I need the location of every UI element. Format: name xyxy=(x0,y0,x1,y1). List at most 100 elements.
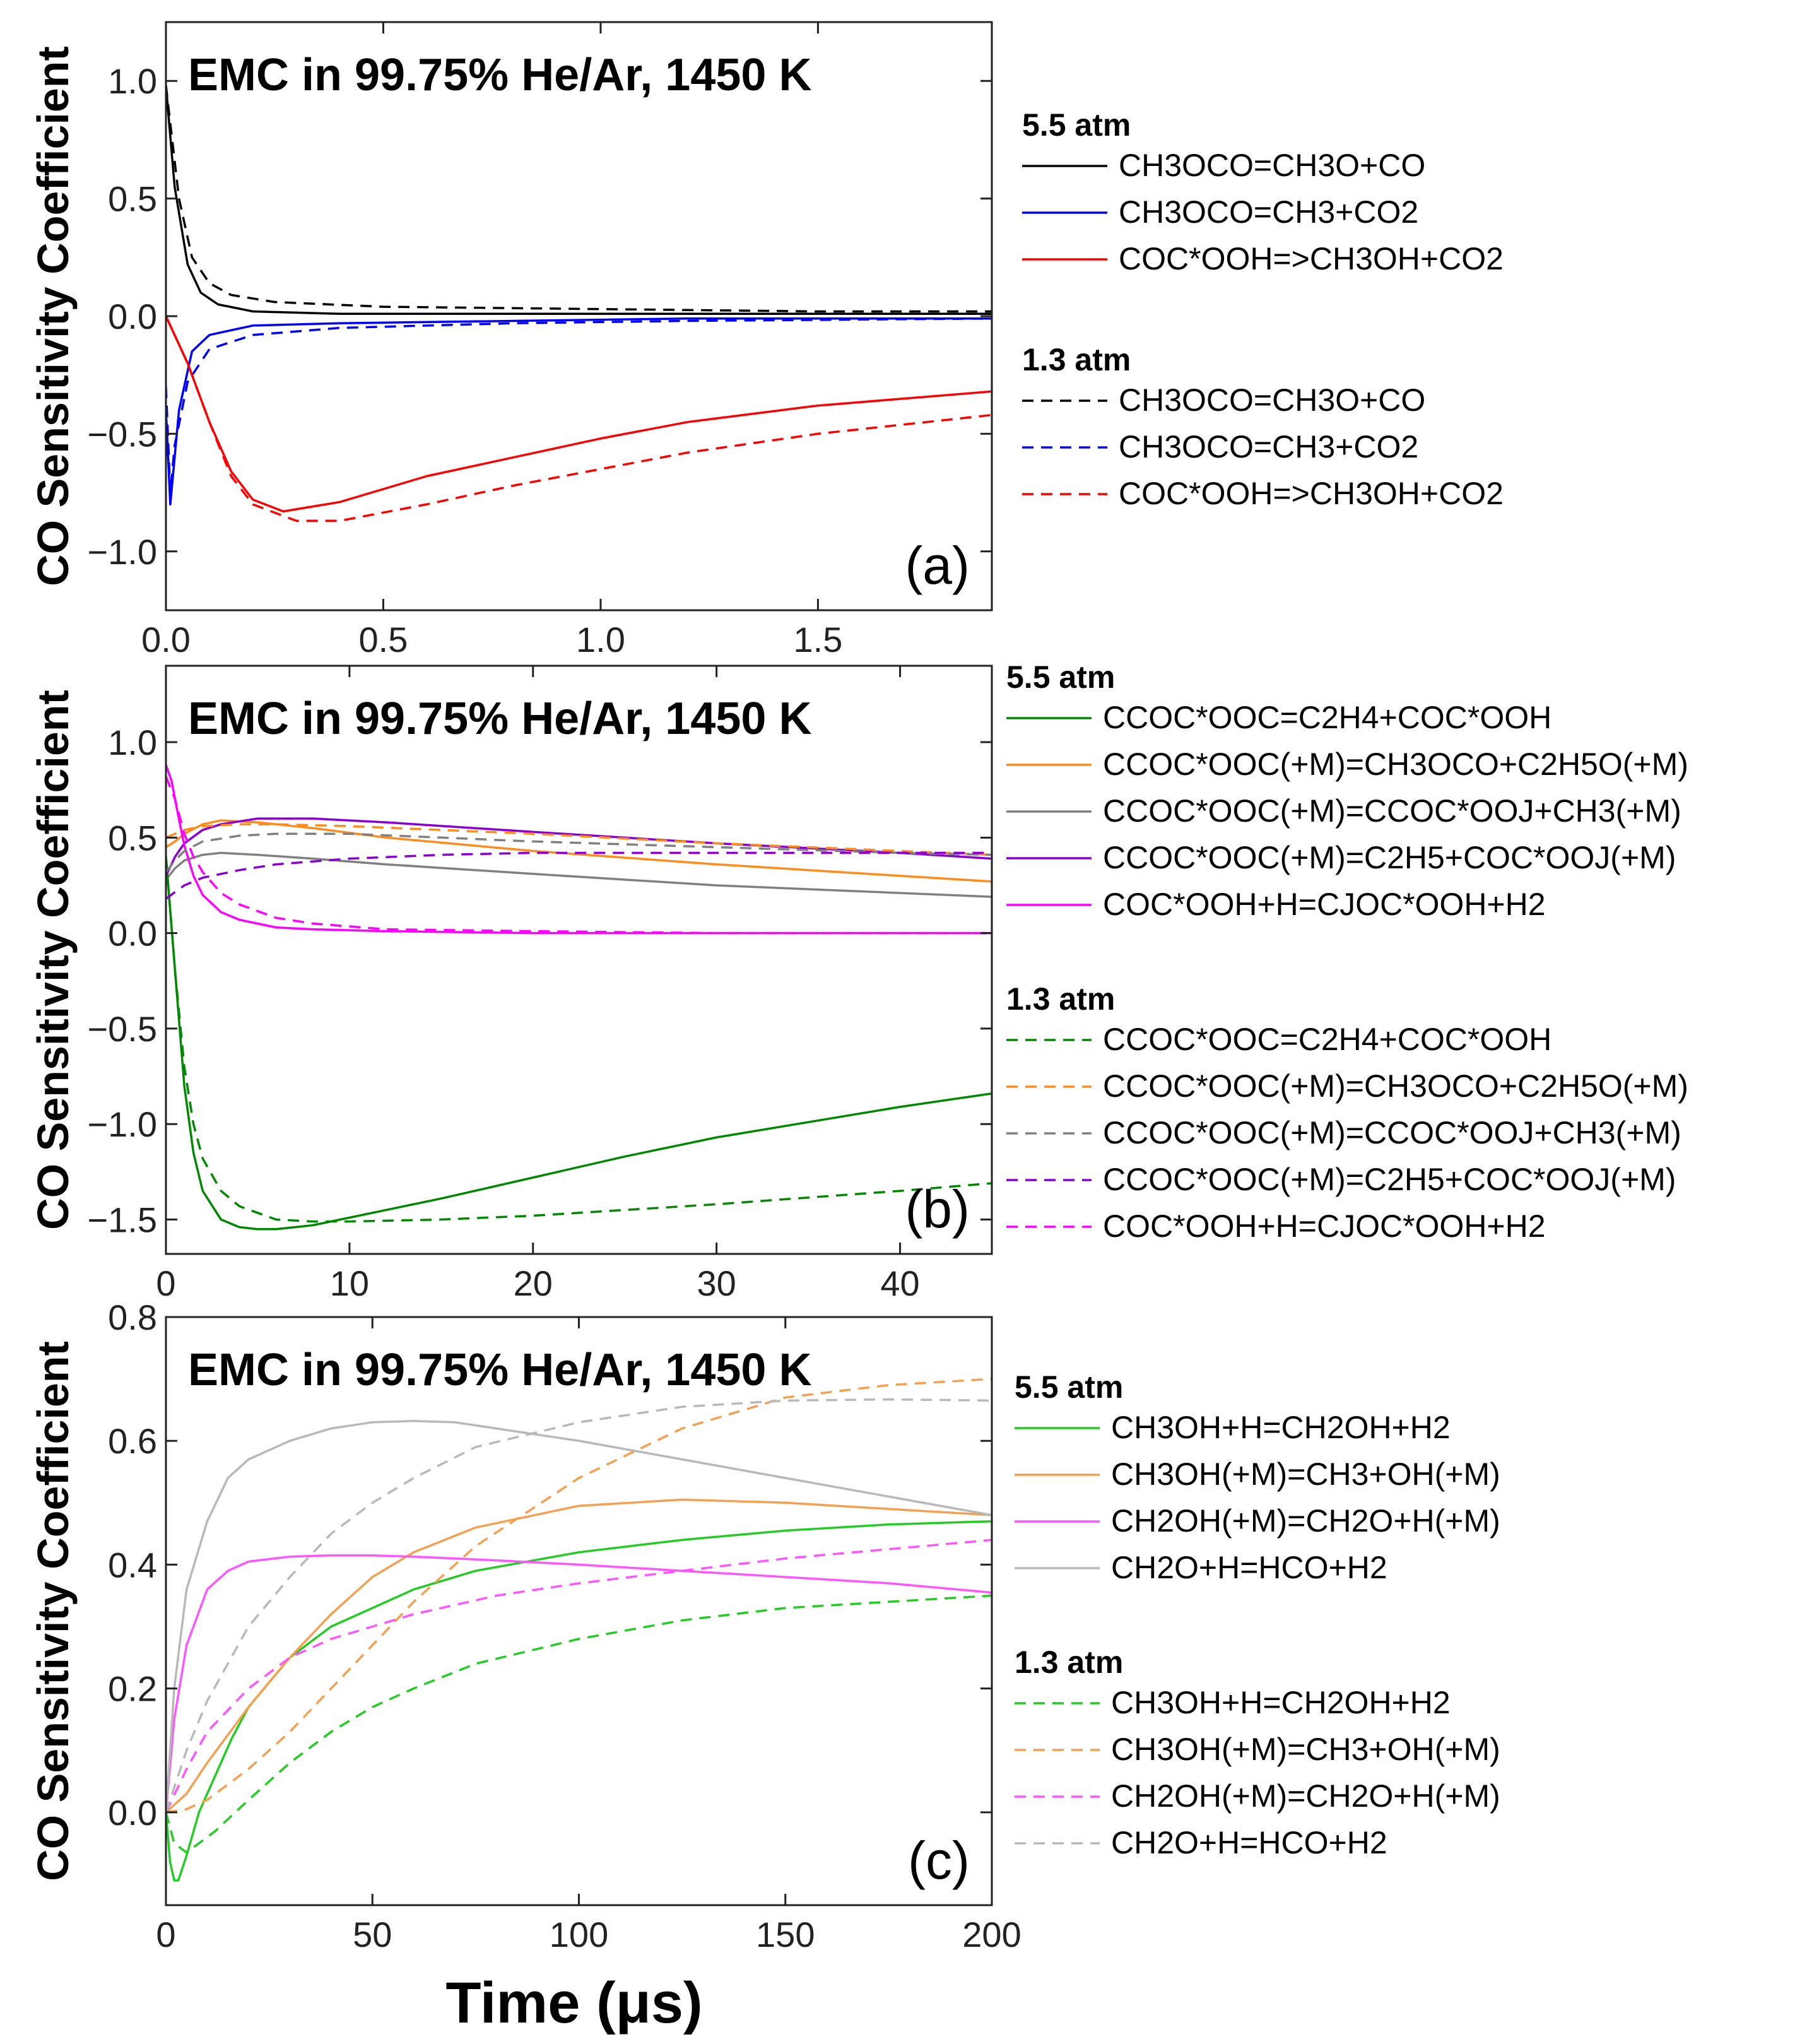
y-tick-label: 1.0 xyxy=(108,61,157,101)
legend-entry: CCOC*OOC(+M)=CH3OCO+C2H5O(+M) xyxy=(1006,1068,1688,1104)
legend-entry: COC*OOH+H=CJOC*OOH+H2 xyxy=(1006,1208,1546,1244)
y-tick-label: 0.6 xyxy=(108,1421,157,1461)
legend-entry: CCOC*OOC(+M)=C2H5+COC*OOJ(+M) xyxy=(1006,1162,1676,1197)
series-line-solid-0 xyxy=(166,856,992,1231)
legend-entry: CCOC*OOC=C2H4+COC*OOH xyxy=(1006,700,1551,735)
legend-label: CH3OH(+M)=CH3+OH(+M) xyxy=(1111,1732,1500,1767)
y-axis-label: CO Sensitivity Coefficient xyxy=(28,46,78,586)
legend-entry: CH2O+H=HCO+H2 xyxy=(1015,1825,1387,1860)
legend-label: CH3OCO=CH3+CO2 xyxy=(1119,194,1418,230)
panel-b: 0 10 20 30 40 1.0 0.5 0.0 −0.5 −1.0 −1.5 EMC in 99.… xyxy=(28,659,1688,1303)
x-tick-label: 0 xyxy=(156,1915,175,1954)
panel-a: 0.0 0.5 1.0 1.5 1.0 0.5 0.0 −0.5 −1.0 EMC in 99.7… xyxy=(28,21,1504,659)
legend-entry: COC*OOH=>CH3OH+CO2 xyxy=(1022,476,1504,511)
legend-entry: CCOC*OOC(+M)=CCOC*OOJ+CH3(+M) xyxy=(1006,793,1681,829)
y-tick-label: 0.5 xyxy=(108,179,157,219)
legend-label: CCOC*OOC(+M)=CH3OCO+C2H5O(+M) xyxy=(1103,1068,1688,1104)
legend-label: CH3OH(+M)=CH3+OH(+M) xyxy=(1111,1456,1500,1492)
x-tick-label: 1.5 xyxy=(793,620,842,659)
legend-label: COC*OOH=>CH3OH+CO2 xyxy=(1119,241,1504,276)
legend-entry: CH3OH(+M)=CH3+OH(+M) xyxy=(1015,1732,1500,1767)
legend-heading: 1.3 atm xyxy=(1006,981,1115,1017)
series-group xyxy=(166,764,992,1231)
legend-label: COC*OOH+H=CJOC*OOH+H2 xyxy=(1103,887,1546,922)
x-tick-label: 150 xyxy=(756,1915,815,1954)
series-line-dashed-8 xyxy=(166,851,992,900)
legend-entry: COC*OOH+H=CJOC*OOH+H2 xyxy=(1006,887,1546,922)
legend-label: CCOC*OOC=C2H4+COC*OOH xyxy=(1103,1022,1551,1057)
x-tick-label: 20 xyxy=(514,1263,553,1303)
y-tick-label: 0.0 xyxy=(108,914,157,954)
series-group xyxy=(166,1378,992,1882)
x-tick-label: 10 xyxy=(330,1263,369,1303)
legend-heading: 5.5 atm xyxy=(1022,107,1131,143)
legend-entry: COC*OOH=>CH3OH+CO2 xyxy=(1022,241,1504,276)
legend-heading: 5.5 atm xyxy=(1006,659,1115,695)
legend-label: CCOC*OOC(+M)=CCOC*OOJ+CH3(+M) xyxy=(1103,793,1681,829)
legend-entry: CCOC*OOC=C2H4+COC*OOH xyxy=(1006,1022,1551,1057)
legend-label: CH2OH(+M)=CH2O+H(+M) xyxy=(1111,1778,1500,1814)
plot-frame xyxy=(165,665,993,1255)
y-axis-label: CO Sensitivity Coefficient xyxy=(28,690,78,1230)
legend: 5.5 atm CH3OH+H=CH2OH+H2 CH3OH(+M)=CH3+OH(… xyxy=(1015,1369,1500,1860)
y-tick-label: 0.2 xyxy=(108,1669,157,1709)
legend: 5.5 atm CCOC*OOC=C2H4+COC*OOH CCOC*OOC(+M)… xyxy=(1006,659,1688,1244)
legend-entry: CH3OCO=CH3+CO2 xyxy=(1022,194,1418,230)
legend-label: CH2OH(+M)=CH2O+H(+M) xyxy=(1111,1503,1500,1539)
legend-label: CH2O+H=HCO+H2 xyxy=(1111,1825,1387,1860)
legend-entry: CH3OCO=CH3+CO2 xyxy=(1022,429,1418,464)
x-tick-label: 0 xyxy=(156,1263,175,1303)
legend-label: COC*OOH=>CH3OH+CO2 xyxy=(1119,476,1504,511)
legend-label: CH3OH+H=CH2OH+H2 xyxy=(1111,1685,1451,1720)
x-axis-label: Time (μs) xyxy=(445,1971,702,2035)
x-tick-label: 40 xyxy=(880,1263,919,1303)
series-line-solid-3 xyxy=(166,817,992,877)
series-line-dashed-7 xyxy=(166,832,992,873)
legend-entry: CH3OH+H=CH2OH+H2 xyxy=(1015,1685,1451,1720)
legend-entry: CH2OH(+M)=CH2O+H(+M) xyxy=(1015,1503,1500,1539)
legend-entry: CCOC*OOC(+M)=CH3OCO+C2H5O(+M) xyxy=(1006,747,1688,782)
y-tick-label: −0.5 xyxy=(87,1009,157,1049)
legend-label: CCOC*OOC(+M)=CH3OCO+C2H5O(+M) xyxy=(1103,747,1688,782)
y-tick-label: 0.8 xyxy=(108,1297,157,1337)
legend-label: CCOC*OOC(+M)=CCOC*OOJ+CH3(+M) xyxy=(1103,1115,1681,1150)
legend-entry: CH3OCO=CH3O+CO xyxy=(1022,382,1425,418)
y-tick-label: 0.0 xyxy=(108,1793,157,1833)
legend-entry: CCOC*OOC(+M)=CCOC*OOJ+CH3(+M) xyxy=(1006,1115,1681,1150)
y-tick-label: −0.5 xyxy=(87,414,157,454)
series-line-dashed-5 xyxy=(166,856,992,1223)
series-line-dashed-5 xyxy=(166,316,992,523)
panel-label: (a) xyxy=(905,536,970,595)
series-line-dashed-9 xyxy=(166,776,992,935)
series-line-dashed-5 xyxy=(166,1378,992,1814)
chart-title: EMC in 99.75% He/Ar, 1450 K xyxy=(188,694,811,744)
legend-label: COC*OOH+H=CJOC*OOH+H2 xyxy=(1103,1208,1546,1244)
series-line-solid-2 xyxy=(166,851,992,898)
series-line-solid-4 xyxy=(166,764,992,935)
series-line-dashed-4 xyxy=(166,317,992,494)
legend-entry: CH3OH+H=CH2OH+H2 xyxy=(1015,1410,1451,1445)
y-tick-label: 1.0 xyxy=(108,723,157,762)
legend-heading: 1.3 atm xyxy=(1015,1645,1123,1680)
legend: 5.5 atm CH3OCO=CH3O+CO CH3OCO=CH3+CO2 COC*O… xyxy=(1022,107,1504,511)
y-tick-label: −1.0 xyxy=(87,1104,157,1144)
legend-label: CH3OCO=CH3O+CO xyxy=(1119,148,1425,183)
y-tick-label: 0.5 xyxy=(108,818,157,858)
legend-label: CH3OCO=CH3O+CO xyxy=(1119,382,1425,418)
series-line-solid-3 xyxy=(166,1420,992,1812)
legend-label: CH3OH+H=CH2OH+H2 xyxy=(1111,1410,1451,1445)
panel-label: (b) xyxy=(905,1179,970,1239)
x-tick-label: 0.5 xyxy=(359,620,408,659)
legend-label: CH2O+H=HCO+H2 xyxy=(1111,1550,1387,1585)
panel-c: 0 50 100 150 200 0.8 0.6 0.4 0.2 0.0 EMC in 99.75%… xyxy=(28,1297,1500,1954)
legend-heading: 5.5 atm xyxy=(1015,1369,1123,1405)
series-line-solid-1 xyxy=(166,1498,992,1814)
legend-label: CCOC*OOC=C2H4+COC*OOH xyxy=(1103,700,1551,735)
legend-entry: CH3OCO=CH3O+CO xyxy=(1022,148,1425,183)
legend-label: CCOC*OOC(+M)=C2H5+COC*OOJ(+M) xyxy=(1103,840,1676,875)
chart-title: EMC in 99.75% He/Ar, 1450 K xyxy=(188,50,811,100)
x-tick-label: 30 xyxy=(697,1263,736,1303)
series-line-dashed-6 xyxy=(166,1539,992,1813)
legend-entry: CH3OH(+M)=CH3+OH(+M) xyxy=(1015,1456,1500,1492)
